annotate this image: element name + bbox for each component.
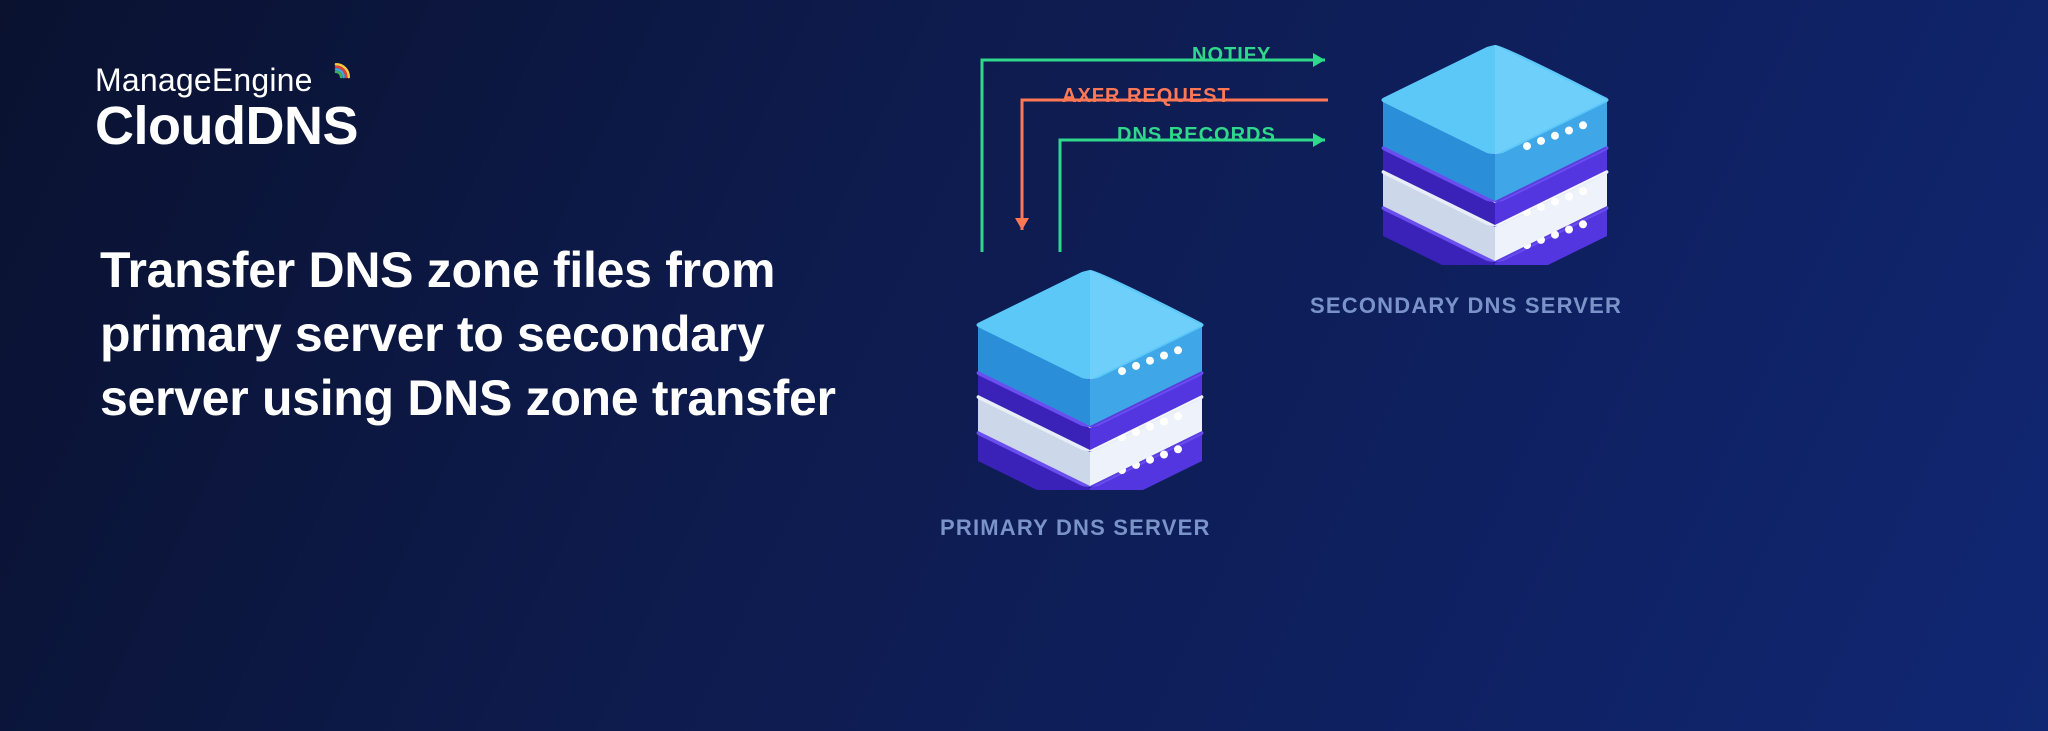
secondary-server-icon <box>1365 35 1625 265</box>
dns-records-label: DNS RECORDS <box>1117 124 1276 147</box>
logo-block: ManageEngine CloudDNS <box>95 62 358 157</box>
secondary-server-label: SECONDARY DNS SERVER <box>1310 293 1622 319</box>
logo-brand-text: ManageEngine <box>95 62 313 99</box>
zone-transfer-diagram: NOTIFY AXFR REQUEST DNS RECORDS PRIMARY … <box>960 30 2010 690</box>
primary-server-label: PRIMARY DNS SERVER <box>940 515 1211 541</box>
logo-swirl-icon <box>319 60 353 94</box>
primary-server-icon <box>960 260 1220 490</box>
headline-text: Transfer DNS zone files from primary ser… <box>100 238 920 430</box>
axfr-request-label: AXFR REQUEST <box>1062 85 1231 108</box>
notify-label: NOTIFY <box>1192 44 1271 67</box>
logo-brand-row: ManageEngine <box>95 62 358 99</box>
logo-product-text: CloudDNS <box>95 95 358 157</box>
